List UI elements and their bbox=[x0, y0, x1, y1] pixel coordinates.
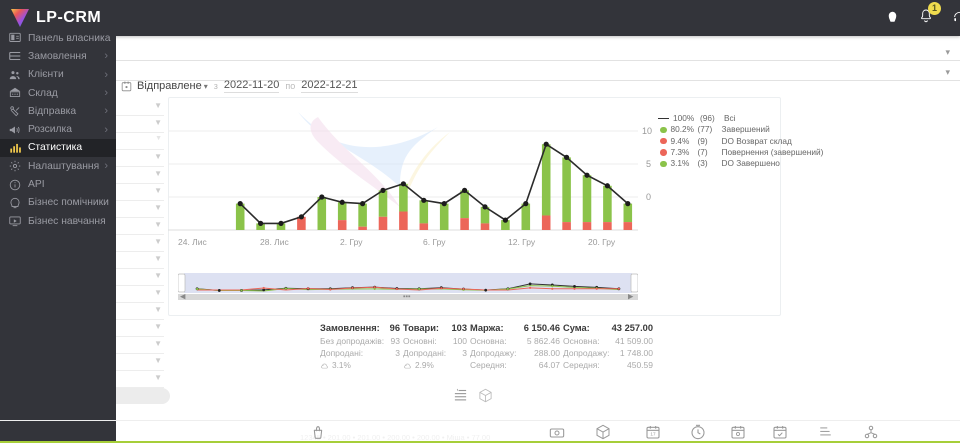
svg-text:24. Лис: 24. Лис bbox=[178, 237, 208, 247]
svg-text:▶: ▶ bbox=[628, 294, 634, 301]
svg-text:▪▪▪: ▪▪▪ bbox=[403, 294, 411, 301]
svg-text:6. Гру: 6. Гру bbox=[423, 237, 446, 247]
svg-text:2. Гру: 2. Гру bbox=[340, 237, 363, 247]
svg-text:5: 5 bbox=[646, 159, 651, 169]
svg-text:◀: ◀ bbox=[180, 294, 186, 301]
svg-text:10: 10 bbox=[642, 126, 652, 136]
svg-text:0: 0 bbox=[646, 192, 651, 202]
svg-text:17: 17 bbox=[650, 431, 656, 436]
svg-text:28. Лис: 28. Лис bbox=[260, 237, 290, 247]
svg-text:20. Гру: 20. Гру bbox=[588, 237, 616, 247]
svg-text:12. Гру: 12. Гру bbox=[508, 237, 536, 247]
